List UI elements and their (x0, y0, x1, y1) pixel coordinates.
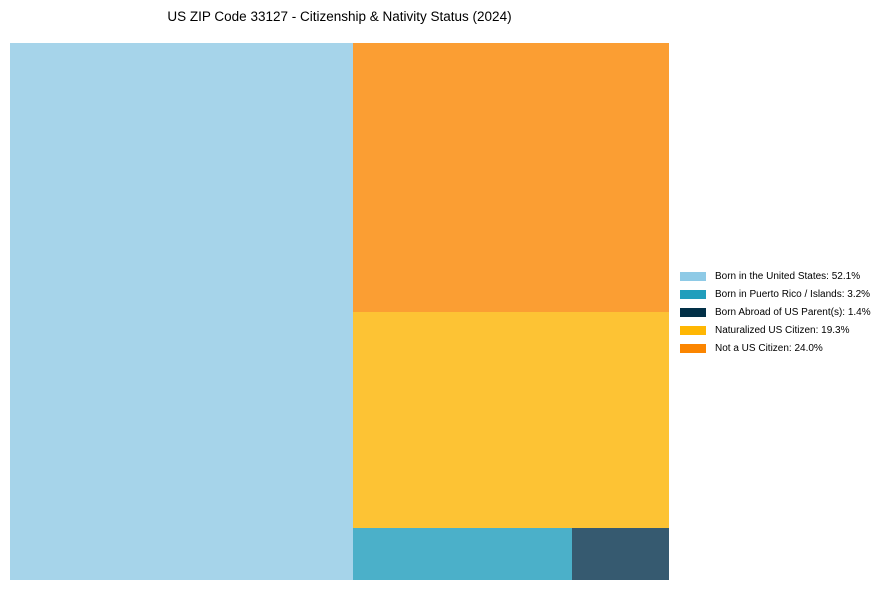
legend-swatch (680, 325, 706, 335)
legend-label: Not a US Citizen: 24.0% (715, 342, 823, 354)
legend-item: Born Abroad of US Parent(s): 1.4% (680, 303, 871, 321)
tile-born-in-us (10, 43, 353, 580)
legend: Born in the United States: 52.1% Born in… (680, 267, 871, 357)
legend-swatch (680, 343, 706, 353)
legend-label: Born in Puerto Rico / Islands: 3.2% (715, 288, 871, 300)
legend-item: Born in Puerto Rico / Islands: 3.2% (680, 285, 871, 303)
legend-item: Born in the United States: 52.1% (680, 267, 871, 285)
chart-title: US ZIP Code 33127 - Citizenship & Nativi… (167, 9, 512, 24)
legend-swatch (680, 289, 706, 299)
legend-item: Naturalized US Citizen: 19.3% (680, 321, 871, 339)
legend-label: Born Abroad of US Parent(s): 1.4% (715, 306, 871, 318)
legend-swatch (680, 271, 706, 281)
tile-puerto-rico (353, 528, 572, 580)
tile-naturalized (353, 312, 669, 528)
legend-item: Not a US Citizen: 24.0% (680, 339, 871, 357)
tile-not-us-citizen (353, 43, 669, 312)
legend-label: Naturalized US Citizen: 19.3% (715, 324, 850, 336)
legend-swatch (680, 307, 706, 317)
tile-born-abroad (572, 528, 669, 580)
legend-label: Born in the United States: 52.1% (715, 270, 861, 282)
